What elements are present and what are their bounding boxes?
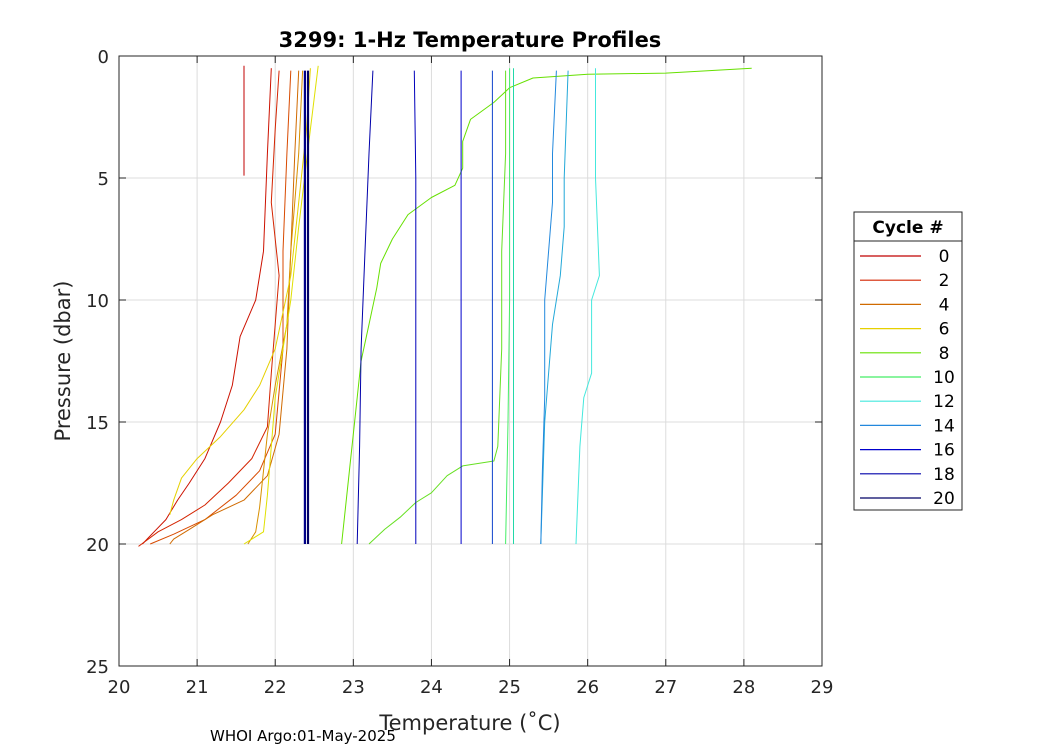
series-line-cycle-4 <box>169 70 300 545</box>
series-line-cycle-6 <box>169 68 311 515</box>
x-tick-label: 22 <box>264 677 287 698</box>
series-line-cycle-2 <box>138 70 280 547</box>
x-tick-label: 25 <box>498 677 521 698</box>
chart-title: 3299: 1-Hz Temperature Profiles <box>279 28 662 52</box>
x-tick-label: 26 <box>576 677 599 698</box>
legend-items: 0 2 4 6 8 10 12 14 16 18 20 <box>860 247 955 509</box>
series-line-cycle-5 <box>247 70 304 545</box>
y-tick-label: 0 <box>98 47 109 68</box>
legend: Cycle # 0 2 4 6 8 10 12 14 16 18 20 <box>853 211 963 511</box>
series-line-cycle-9 <box>368 70 507 545</box>
legend-title: Cycle # <box>872 218 943 238</box>
x-tick-label: 24 <box>420 677 443 698</box>
x-tick-label: 27 <box>654 677 677 698</box>
legend-label: 0 <box>939 247 950 267</box>
series-line-cycle-8 <box>341 67 752 545</box>
x-tick-label: 28 <box>732 677 755 698</box>
legend-label: 16 <box>933 441 955 461</box>
legend-label: 8 <box>939 344 950 364</box>
y-tick-label: 10 <box>86 291 109 312</box>
legend-box <box>853 211 963 511</box>
legend-label: 4 <box>939 295 950 315</box>
footer-stamp: WHOI Argo:01-May-2025 <box>210 727 396 745</box>
legend-label: 18 <box>933 465 955 485</box>
series-layer <box>138 65 752 547</box>
legend-label: 10 <box>933 368 955 388</box>
y-tick-label: 20 <box>86 535 109 556</box>
legend-label: 2 <box>939 271 950 291</box>
x-tick-label: 23 <box>342 677 365 698</box>
y-tick-label: 5 <box>98 169 109 190</box>
x-tick-label: 29 <box>811 677 834 698</box>
x-tick-label: 21 <box>186 677 209 698</box>
series-line-cycle-13 <box>540 70 569 545</box>
y-axis-label: Pressure (dbar) <box>51 281 75 442</box>
series-line-cycle-10 <box>505 68 511 545</box>
series-line-cycle-3 <box>150 70 292 545</box>
series-line-cycle-14 <box>540 70 557 545</box>
series-line-cycle-17 <box>413 70 417 544</box>
series-line-cycle-18 <box>356 70 374 545</box>
legend-label: 20 <box>933 489 955 509</box>
x-axis-label: Temperature (˚C) <box>378 711 560 735</box>
plot-frame <box>118 55 823 667</box>
legend-label: 14 <box>933 416 955 436</box>
legend-label: 6 <box>939 320 950 340</box>
x-tick-label: 20 <box>108 677 131 698</box>
y-tick-label: 25 <box>86 657 109 678</box>
series-line-cycle-12 <box>575 68 600 545</box>
legend-label: 12 <box>933 392 955 412</box>
plot-area <box>119 56 822 666</box>
y-tick-label: 15 <box>86 413 109 434</box>
series-line-cycle-1 <box>142 68 272 545</box>
